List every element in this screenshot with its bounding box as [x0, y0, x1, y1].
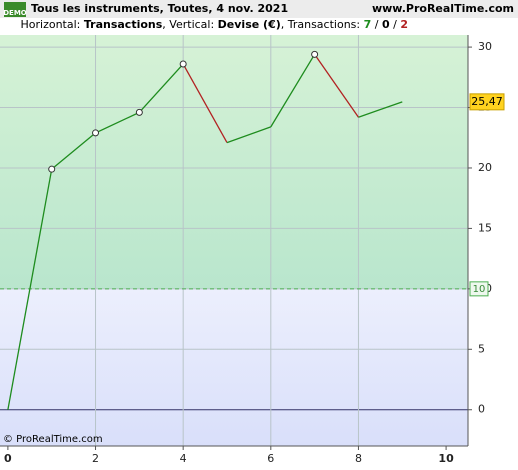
subtitle-part: 7	[364, 18, 372, 31]
upper-zone	[0, 35, 468, 289]
equity-segment	[270, 54, 316, 128]
subtitle-part: /	[390, 18, 401, 31]
value-label: 25,47	[471, 95, 503, 108]
y-tick-label: 5	[478, 342, 485, 355]
subtitle-part: Horizontal:	[20, 18, 83, 31]
lower-zone	[0, 288, 468, 446]
copyright: © ProRealTime.com	[3, 434, 103, 445]
title: Tous les instruments, Toutes, 4 nov. 202…	[31, 2, 288, 15]
y-tick-label: 30	[478, 40, 492, 53]
new-high-marker	[311, 50, 319, 58]
equity-segment	[314, 53, 359, 118]
value-label-box	[469, 93, 505, 111]
subtitle-part: Devise (€)	[218, 18, 281, 31]
subtitle-part: 2	[400, 18, 408, 31]
equity-segment	[95, 111, 140, 134]
badge-box	[4, 2, 26, 17]
x-tick-label: 0	[4, 452, 12, 465]
x-tick-label: 2	[92, 452, 99, 465]
subtitle: Horizontal: Transactions, Vertical: Devi…	[3, 18, 418, 31]
subtitle-part: /	[371, 18, 382, 31]
badge: DEMO	[3, 9, 27, 17]
subtitle-part: , Vertical:	[162, 18, 217, 31]
new-high-marker	[48, 165, 56, 173]
x-tick-label: 6	[267, 452, 274, 465]
y-tick-label: 15	[478, 221, 492, 234]
x-tick-label: 8	[355, 452, 362, 465]
equity-segment	[7, 169, 53, 410]
x-tick-label: 4	[180, 452, 187, 465]
x-tick-label: 10	[438, 452, 454, 465]
threshold-label: 10	[473, 284, 486, 295]
equity-segment	[358, 101, 403, 118]
subtitle-part: 0	[382, 18, 390, 31]
new-high-marker	[135, 108, 143, 116]
site: www.ProRealTime.com	[372, 2, 514, 15]
subtitle-part: , Transactions:	[281, 18, 364, 31]
y-tick-label: 0	[478, 403, 485, 416]
new-high-marker	[179, 60, 187, 68]
equity-segment	[182, 63, 228, 143]
equity-segment	[51, 132, 96, 170]
equity-segment	[138, 63, 184, 113]
new-high-marker	[92, 129, 100, 137]
equity-segment	[226, 126, 272, 144]
y-tick-label: 20	[478, 161, 492, 174]
subtitle-part: Transactions	[84, 18, 163, 31]
title-bar	[0, 0, 518, 18]
threshold-box	[469, 281, 489, 297]
